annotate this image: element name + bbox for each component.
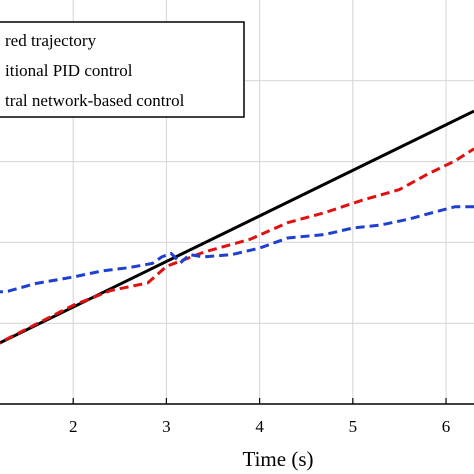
x-tick-label-2: 4 — [255, 417, 264, 436]
series-line-2 — [0, 147, 474, 345]
x-tick-label-3: 5 — [349, 417, 358, 436]
x-axis-title: Time (s) — [243, 447, 314, 471]
x-tick-label-0: 2 — [69, 417, 78, 436]
legend-box — [0, 21, 245, 118]
plot-series — [0, 109, 474, 345]
x-axis-ticks: 2 3 4 5 6 — [69, 398, 450, 436]
legend-entry-1: red trajectory — [5, 31, 97, 50]
plot-frame — [0, 403, 474, 405]
x-tick-label-4: 6 — [442, 417, 451, 436]
legend-entry-2: itional PID control — [5, 61, 133, 80]
legend: red trajectory itional PID control tral … — [0, 21, 245, 118]
series-line-3 — [0, 205, 474, 294]
x-tick-label-1: 3 — [162, 417, 171, 436]
legend-entry-3: tral network-based control — [5, 91, 185, 110]
